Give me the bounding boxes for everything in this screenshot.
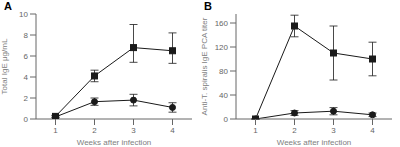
html-text:B: B <box>204 0 212 12</box>
svg-text:2: 2 <box>292 126 297 135</box>
svg-text:0: 0 <box>24 115 29 124</box>
svg-text:4: 4 <box>370 126 375 135</box>
svg-text:160: 160 <box>215 19 229 28</box>
svg-text:Weeks after infection: Weeks after infection <box>277 138 352 147</box>
svg-text:120: 120 <box>215 43 229 52</box>
svg-text:1: 1 <box>253 126 258 135</box>
svg-text:Total IgE μg/mL: Total IgE μg/mL <box>8 38 9 94</box>
svg-text:1: 1 <box>53 126 58 135</box>
svg-text:40: 40 <box>219 91 228 100</box>
svg-text:10: 10 <box>19 10 28 19</box>
svg-text:0: 0 <box>224 115 229 124</box>
html-text:A: A <box>4 0 12 12</box>
svg-text:3: 3 <box>331 126 336 135</box>
svg-text:2: 2 <box>92 126 97 135</box>
svg-text:3: 3 <box>131 126 136 135</box>
svg-text:6: 6 <box>24 52 29 61</box>
svg-text:4: 4 <box>24 73 29 82</box>
svg-text:80: 80 <box>219 67 228 76</box>
svg-text:8: 8 <box>24 31 29 40</box>
svg-text:4: 4 <box>170 126 175 135</box>
svg-text:2: 2 <box>24 94 29 103</box>
svg-text:Weeks after infection: Weeks after infection <box>77 138 152 147</box>
svg-text:Anti-T. spiralis IgE PCA titer: Anti-T. spiralis IgE PCA titer <box>200 17 209 115</box>
